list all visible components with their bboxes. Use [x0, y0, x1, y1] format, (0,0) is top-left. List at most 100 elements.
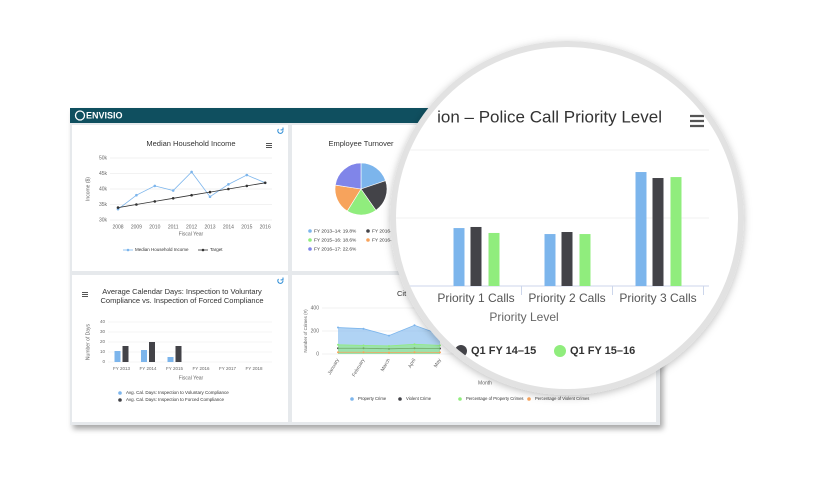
point [153, 200, 157, 203]
chart-title-box: Average Calendar Days: Inspection to Vol… [100, 287, 264, 305]
point [439, 351, 441, 354]
bar [114, 351, 121, 362]
x-tick-label: Priority 1 Calls [437, 291, 514, 305]
legend-marker [118, 391, 122, 395]
x-tick-label: Priority 2 Calls [528, 291, 605, 305]
chart-title: Median Household Income [146, 139, 235, 148]
point [171, 189, 175, 192]
bar [149, 342, 155, 362]
refresh-icon[interactable] [277, 127, 284, 134]
y-tick-label: 10 [100, 349, 106, 354]
point [337, 351, 339, 354]
legend-label: FY 2016– [372, 237, 393, 243]
x-axis-title: Month [478, 380, 492, 386]
point [362, 344, 365, 347]
x-tick-label: Priority 3 Calls [619, 291, 696, 305]
bar [141, 350, 147, 362]
y-axis-title: Number of Crimes (#) [303, 309, 308, 353]
magnified-chart: ion – Police Call Priority Level Priority… [396, 107, 709, 357]
bar [561, 232, 573, 286]
bar [579, 234, 591, 286]
legend-marker [201, 248, 205, 252]
legend-marker [366, 229, 370, 233]
legend-label: FY 2016– [372, 228, 393, 234]
menu-icon[interactable] [82, 292, 88, 297]
legend-marker [458, 397, 462, 401]
legend-label: Q1 FY 14–15 [471, 345, 536, 357]
bar [488, 232, 500, 286]
point [388, 334, 390, 337]
legend-marker [308, 247, 312, 251]
x-tick-label: 2011 [168, 224, 179, 230]
y-tick-label: 30 [100, 329, 106, 334]
point [413, 351, 416, 354]
bar [544, 234, 556, 286]
bar [670, 177, 682, 286]
point [362, 351, 365, 354]
legend-label: Median Household Income [135, 247, 189, 252]
legend-label: Target [210, 247, 223, 252]
point [388, 351, 390, 354]
y-tick-label: 40k [99, 186, 108, 192]
bar [175, 346, 182, 362]
point [190, 170, 193, 174]
point [208, 190, 212, 194]
menu-icon[interactable] [690, 114, 704, 128]
refresh-icon[interactable] [277, 277, 284, 284]
bar [635, 172, 647, 286]
legend-marker [554, 345, 566, 357]
legend-label: Violent Crime [406, 396, 432, 401]
legend-marker [350, 397, 354, 401]
legend-marker [118, 398, 122, 402]
y-tick-label: 35k [99, 202, 108, 208]
chart-title: Average Calendar Days: Inspection to Vol… [100, 287, 264, 305]
panel [72, 125, 288, 271]
pie-slice [334, 162, 362, 190]
legend-label: FY 2013–14: 19.8% [314, 228, 357, 234]
legend-marker [527, 397, 531, 401]
logo: ENVISIO [86, 110, 123, 120]
x-tick-label: 2008 [112, 224, 123, 230]
point [388, 344, 390, 347]
point [413, 343, 416, 346]
y-tick-label: 20 [100, 339, 106, 344]
x-axis-title: Fiscal Year [179, 231, 204, 237]
point [135, 193, 138, 197]
y-tick-label: 0 [316, 351, 319, 357]
x-axis-title: Priority Level [489, 310, 558, 324]
point [171, 197, 175, 200]
point [337, 326, 339, 329]
legend-label: FY 2015–16: 18.6% [314, 237, 357, 243]
legend-label: Percentage of Property Crimes [466, 396, 524, 401]
chart-title: ion – Police Call Priority Level [437, 107, 662, 126]
point [439, 344, 441, 347]
x-tick-label: FY 2018 [246, 366, 263, 371]
x-tick-label: FY 2015 [166, 366, 183, 371]
legend-label: Q1 FY 15–16 [570, 345, 635, 357]
legend-marker [308, 238, 312, 242]
point [208, 195, 212, 199]
y-tick-label: 40 [100, 319, 106, 324]
x-tick-label: 2014 [223, 224, 234, 230]
point [153, 184, 157, 188]
bar [122, 346, 129, 362]
x-tick-label: FY 2017 [219, 366, 236, 371]
legend-marker [308, 229, 312, 233]
legend-label: Percentage of Violent Crimes [535, 396, 589, 401]
bar [453, 228, 465, 286]
legend-label: FY 2016–17: 22.6% [314, 246, 357, 252]
y-axis-title: Income ($) [85, 177, 91, 201]
point [263, 181, 267, 185]
legend-marker [398, 397, 402, 401]
point [245, 184, 249, 188]
legend-label: Avg. Cal. Days: Inspection to Voluntary … [126, 390, 229, 395]
magnifier: ion – Police Call Priority Level Priority… [390, 41, 744, 395]
menu-icon[interactable] [266, 143, 272, 148]
y-tick-label: 45k [99, 171, 108, 177]
point [227, 183, 230, 186]
point [227, 187, 230, 191]
y-tick-label: 0 [102, 359, 105, 364]
x-tick-label: FY 2014 [140, 366, 157, 371]
